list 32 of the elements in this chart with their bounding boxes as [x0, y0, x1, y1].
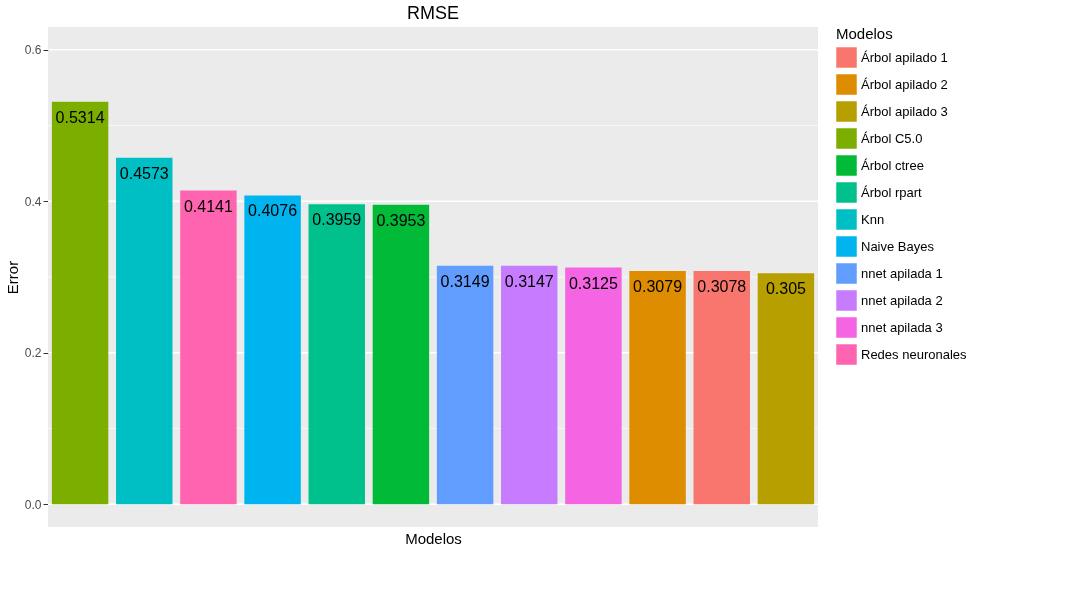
legend-label: Redes neuronales — [861, 346, 968, 362]
data-label: 0.3149 — [440, 272, 490, 290]
data-label: 0.4076 — [248, 202, 298, 220]
data-label: 0.3959 — [312, 211, 362, 229]
legend-label: nnet apilada 1 — [861, 265, 943, 281]
data-label: 0.5314 — [55, 108, 105, 126]
y-tick-label: 0.6 — [24, 43, 42, 58]
legend-title: Modelos — [836, 25, 893, 42]
data-label: 0.4573 — [119, 164, 169, 182]
data-label: 0.3079 — [633, 278, 683, 296]
y-tick-label: 0.4 — [24, 194, 42, 209]
legend-label: Árbol apilado 1 — [861, 49, 948, 65]
legend-label: Árbol rpart — [861, 184, 923, 200]
data-label: 0.3147 — [504, 272, 554, 290]
data-label: 0.3125 — [568, 274, 618, 292]
chart-title: RMSE — [406, 3, 460, 23]
legend-label: Árbol C5.0 — [861, 130, 923, 146]
data-label: 0.3078 — [697, 278, 747, 296]
data-label: 0.4141 — [183, 197, 233, 215]
legend-label: Árbol apilado 2 — [861, 76, 948, 92]
data-label: 0.305 — [765, 280, 807, 298]
legend-label: Knn — [861, 211, 885, 227]
y-axis-title: Error — [3, 260, 21, 295]
y-tick-label: 0.0 — [24, 497, 42, 512]
legend-label: Árbol ctree — [861, 157, 924, 173]
data-label: 0.3953 — [376, 211, 426, 229]
x-axis-title: Modelos — [405, 529, 462, 547]
legend-label: nnet apilada 3 — [861, 319, 943, 335]
y-tick-label: 0.2 — [24, 346, 42, 361]
legend-label: Naive Bayes — [861, 238, 935, 254]
legend-label: nnet apilada 2 — [861, 292, 943, 308]
legend-label: Árbol apilado 3 — [861, 103, 948, 119]
